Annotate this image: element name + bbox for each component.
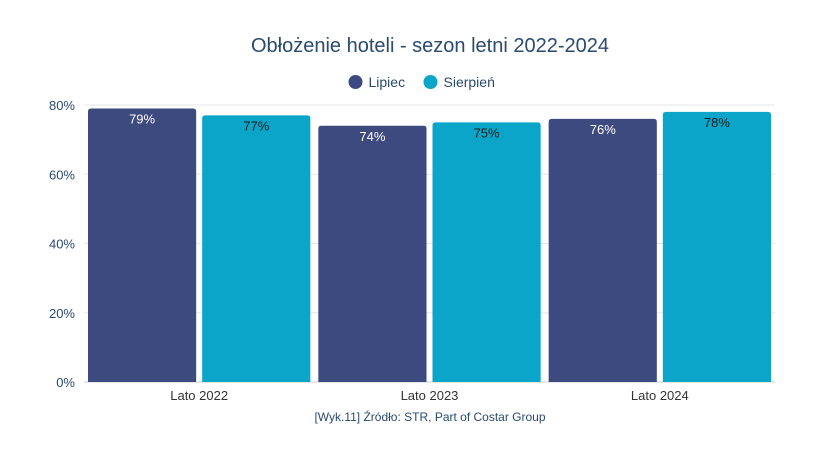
gridlines <box>84 104 775 314</box>
y-tick-label: 20% <box>49 306 75 321</box>
bar-sierpień-1 <box>202 115 311 382</box>
legend: Lipiec Sierpień <box>348 74 495 90</box>
source-note: [Wyk.11] Źródło: STR, Part of Costar Gro… <box>314 409 545 424</box>
data-label: 75% <box>474 125 500 140</box>
chart-title: Obłożenie hoteli - sezon letni 2022-2024 <box>251 35 609 57</box>
data-label: 79% <box>129 111 155 126</box>
bar-lipiec-1 <box>88 108 197 383</box>
bars: 79% 77% 74% 75% 76% 78% <box>88 108 771 383</box>
x-axis: Lato 2022 Lato 2023 Lato 2024 <box>170 388 689 403</box>
legend-label: Sierpień <box>444 74 495 90</box>
bar-sierpień-3 <box>662 111 771 383</box>
y-tick-label: 40% <box>49 237 75 252</box>
bar-sierpień-2 <box>432 122 541 382</box>
y-tick-label: 0% <box>56 375 75 390</box>
data-label: 77% <box>243 118 269 133</box>
x-tick-label: Lato 2024 <box>631 388 689 403</box>
bar-lipiec-3 <box>548 118 657 382</box>
data-label: 78% <box>704 115 730 130</box>
y-axis: 0% 20% 40% 60% 80% <box>49 98 775 390</box>
legend-swatch <box>423 75 438 89</box>
legend-swatch <box>348 75 363 89</box>
x-tick-label: Lato 2023 <box>401 388 459 403</box>
bar-lipiec-2 <box>318 125 427 383</box>
data-label: 76% <box>590 122 616 137</box>
x-tick-label: Lato 2022 <box>170 388 228 403</box>
data-label: 74% <box>359 129 385 144</box>
y-tick-label: 60% <box>49 167 75 182</box>
legend-label: Lipiec <box>369 74 406 90</box>
y-tick-label: 80% <box>49 98 75 113</box>
